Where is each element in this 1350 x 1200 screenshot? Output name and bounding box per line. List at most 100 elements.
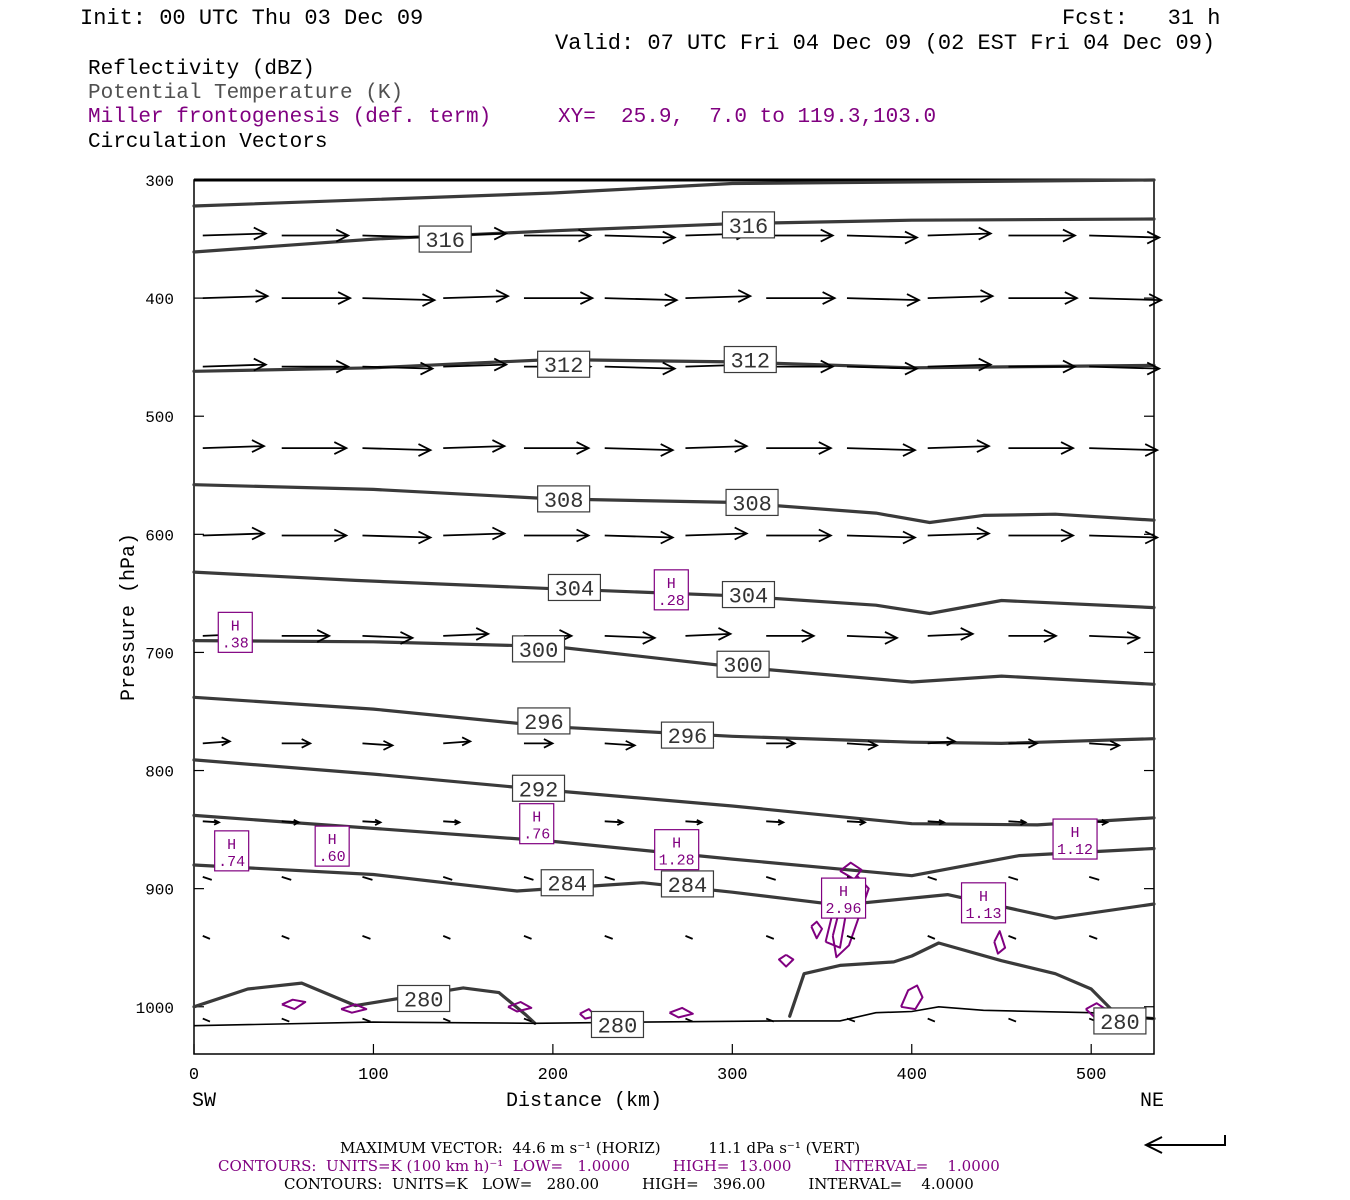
circulation-vector	[1088, 875, 1100, 881]
legend-reflectivity: Reflectivity (dBZ)	[88, 58, 315, 81]
high-marker-label: H	[979, 889, 988, 906]
contour-label: 308	[544, 489, 584, 514]
high-marker-box	[1052, 818, 1098, 860]
vector-head	[213, 819, 221, 826]
vector-head	[337, 291, 353, 305]
y-tick-label: 800	[145, 764, 174, 782]
circulation-vector	[202, 232, 266, 237]
vector-head	[1062, 228, 1077, 243]
vector-head	[978, 357, 993, 372]
high-marker-label: H	[1071, 825, 1080, 842]
contours-theta-info: CONTOURS: UNITS=K LOW= 280.00 HIGH= 396.…	[284, 1175, 974, 1193]
fronto-contour	[810, 920, 823, 940]
vector-head	[400, 631, 415, 645]
high-marker-box	[654, 829, 700, 871]
circulation-vector	[1089, 234, 1160, 239]
vector-head	[1064, 291, 1079, 305]
vector-head	[978, 226, 993, 241]
vector-head	[579, 291, 595, 305]
high-marker-value: .28	[658, 593, 685, 610]
vector-head	[904, 230, 919, 245]
circulation-vector	[1089, 742, 1120, 747]
contour-label: 312	[544, 354, 584, 379]
circulation-vector	[202, 532, 264, 537]
vector-head	[1144, 530, 1160, 545]
y-tick-label: 400	[145, 291, 174, 309]
high-marker-label: H	[839, 884, 848, 901]
circulation-vector	[202, 875, 213, 881]
vector-head	[475, 627, 491, 641]
high-marker-box	[960, 882, 1007, 924]
vector-head	[960, 627, 975, 641]
x-tick-label: 100	[358, 1066, 389, 1085]
vector-head	[1101, 818, 1110, 826]
vector-head	[253, 357, 268, 372]
contour-label-box	[511, 635, 566, 663]
vector-head	[1043, 629, 1058, 643]
vector-head	[454, 819, 462, 826]
legend-theta: Potential Temperature (K)	[88, 82, 404, 105]
y-tick-label: 600	[145, 527, 174, 545]
vector-head	[333, 441, 349, 455]
circulation-vector	[202, 935, 211, 940]
vector-head	[902, 443, 917, 457]
contours-fronto-info: CONTOURS: UNITS=K (100 km h)⁻¹ LOW= 1.00…	[218, 1157, 1000, 1175]
circulation-vector	[523, 935, 532, 940]
circulation-vector	[443, 820, 460, 824]
circulation-vector	[685, 632, 731, 637]
circulation-vector	[202, 363, 266, 368]
high-marker-box	[214, 830, 250, 872]
circulation-vector	[1089, 634, 1140, 639]
circulation-vector	[927, 1017, 936, 1023]
circulation-vector	[685, 532, 747, 537]
theta-contour	[192, 217, 1156, 254]
contour-label-box	[660, 721, 715, 749]
vector-head	[616, 818, 625, 826]
vector-head	[946, 736, 957, 747]
vector-head	[1126, 631, 1142, 645]
circulation-vector	[443, 445, 505, 450]
circulation-vector	[604, 742, 635, 747]
high-marker-value: 2.96	[826, 901, 862, 918]
circulation-vector	[362, 297, 435, 302]
legend-frontogenesis: Miller frontogenesis (def. term)	[88, 106, 492, 129]
y-tick-label: 700	[145, 645, 174, 663]
circulation-vector	[1008, 935, 1017, 940]
vector-head	[461, 736, 473, 747]
vector-head	[696, 819, 704, 826]
vector-head	[938, 819, 946, 826]
circulation-vector	[846, 297, 919, 302]
circulation-vector	[685, 1017, 694, 1023]
vector-head	[418, 530, 433, 545]
high-marker-value: .76	[523, 827, 550, 844]
circulation-vector	[604, 820, 623, 824]
vector-head	[884, 631, 899, 645]
vector-head	[543, 738, 555, 749]
circulation-vector	[846, 742, 878, 747]
contour-label: 284	[668, 874, 708, 899]
reference-vector-arrow	[1143, 1135, 1226, 1154]
contour-label-box	[517, 707, 571, 735]
circulation-vector	[846, 447, 915, 452]
vector-head	[492, 526, 507, 541]
circulation-vector	[1089, 297, 1162, 302]
circulation-vector	[604, 534, 673, 539]
vector-head	[1109, 740, 1122, 751]
high-marker-value: 1.12	[1057, 842, 1093, 859]
y-tick-label: 900	[145, 882, 174, 900]
circulation-vector	[846, 365, 917, 370]
vector-head	[734, 526, 749, 541]
high-marker-label: H	[672, 836, 681, 853]
circulation-vector	[362, 365, 433, 370]
circulation-vector	[362, 820, 381, 824]
circulation-vector	[604, 875, 615, 881]
vector-head	[1062, 359, 1077, 374]
vector-head	[335, 228, 351, 243]
circulation-vector	[927, 632, 973, 637]
vector-head	[820, 359, 835, 374]
contour-label-box	[721, 211, 776, 239]
high-marker-box	[314, 825, 350, 867]
contour-label-box	[590, 1010, 645, 1039]
vector-head	[495, 289, 511, 303]
contour-label-box	[1093, 1007, 1147, 1035]
